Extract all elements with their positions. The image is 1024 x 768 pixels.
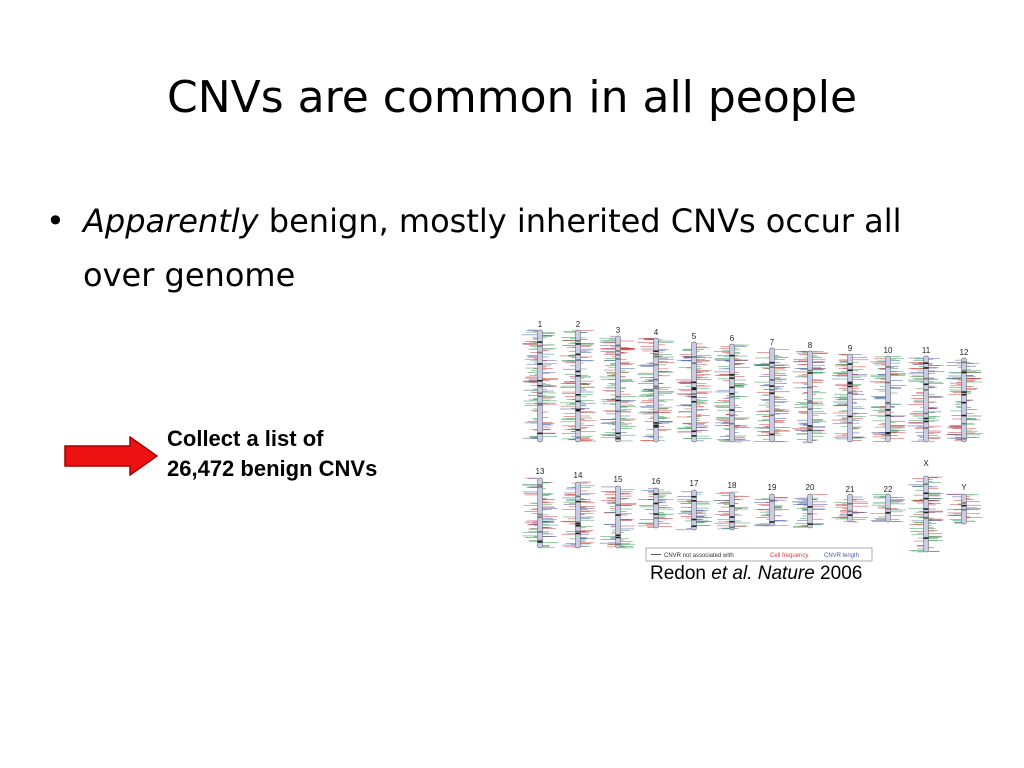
chromosome-label: X (923, 459, 929, 468)
citation-year: 2006 (814, 563, 863, 584)
chromosome (521, 329, 559, 443)
chromosome (599, 335, 637, 443)
chromosome (637, 337, 675, 443)
chromosome (792, 350, 829, 444)
chromosome (713, 343, 751, 443)
bullet-text: Apparently benign, mostly inherited CNVs… (83, 194, 906, 302)
chromosome-label: 1 (538, 320, 543, 329)
chromosome (713, 491, 750, 531)
chromosome-label: 2 (576, 320, 581, 329)
chromosome-label: 7 (770, 338, 775, 347)
top-row-labels: 1 23 4 5 6 7 8 9 10 11 12 (538, 320, 969, 357)
legend-item-3: CNVR length (824, 553, 859, 559)
chromosome (831, 493, 869, 523)
chromosome-label: 21 (846, 485, 855, 494)
chromosome (599, 485, 637, 549)
chromosome (831, 353, 869, 443)
chromosome-label: 5 (692, 332, 697, 341)
chromosome (908, 475, 945, 553)
right-arrow-icon (64, 436, 158, 476)
bottom-row-labels: 13 14 15 16 17 18 19 20 21 22 X Y (536, 459, 968, 494)
chromosome-label: 12 (960, 348, 969, 357)
chromosome-label: Y (961, 483, 967, 492)
chromosome (559, 329, 596, 443)
chromosome-label: 18 (728, 481, 737, 490)
chromosome (560, 481, 596, 549)
citation-etal-journal: et al. Nature (711, 563, 815, 584)
arrow-shape (64, 436, 158, 476)
chromosome (753, 347, 791, 443)
bullet-marker: • (46, 202, 65, 240)
chromosome-ideograms (521, 329, 983, 553)
callout-line-2: 26,472 benign CNVs (167, 456, 378, 481)
citation: Redon et al. Nature 2006 (650, 562, 950, 586)
chromosome-label: 4 (654, 328, 659, 337)
chromosome (791, 493, 828, 529)
chromosome-label: 6 (730, 334, 735, 343)
chromosome (521, 477, 559, 549)
chromosome-label: 11 (922, 346, 931, 355)
chromosome (945, 357, 983, 443)
chromosome-label: 10 (884, 346, 893, 355)
chromosome-label: 16 (652, 477, 661, 486)
bullet-italic-lead: Apparently (83, 202, 259, 240)
callout-text: Collect a list of 26,472 benign CNVs (167, 424, 467, 484)
legend-item-2: Cell frequency (770, 553, 808, 559)
chromosome-label: 14 (574, 471, 583, 480)
chromosome (675, 341, 713, 443)
chromosome-label: 13 (536, 467, 545, 476)
chromosome (675, 489, 713, 531)
slide-title: CNVs are common in all people (166, 72, 858, 123)
figure-legend: CNVR not associated with Cell frequency … (645, 547, 873, 562)
chromosome-label: 17 (690, 479, 699, 488)
chromosome (753, 493, 789, 527)
chromosome-label: 8 (808, 341, 813, 350)
bullet-body: benign, mostly inherited CNVs occur all … (83, 202, 902, 294)
callout-line-1: Collect a list of (167, 426, 324, 451)
chromosome-label: 9 (848, 344, 853, 353)
chromosome-label: 3 (616, 326, 621, 335)
chromosome-label: 22 (884, 485, 893, 494)
citation-author: Redon (650, 563, 712, 584)
chromosome (637, 487, 675, 529)
legend-item-1: CNVR not associated with (664, 553, 734, 559)
chromosome (946, 493, 983, 525)
chromosome-label: 19 (768, 483, 777, 492)
chromosome (907, 355, 945, 443)
chromosome-label: 20 (806, 483, 815, 492)
chromosome (870, 493, 906, 523)
chromosome-label: 15 (614, 475, 623, 484)
chromosome (869, 355, 907, 443)
bullet-point: • Apparently benign, mostly inherited CN… (46, 194, 906, 302)
